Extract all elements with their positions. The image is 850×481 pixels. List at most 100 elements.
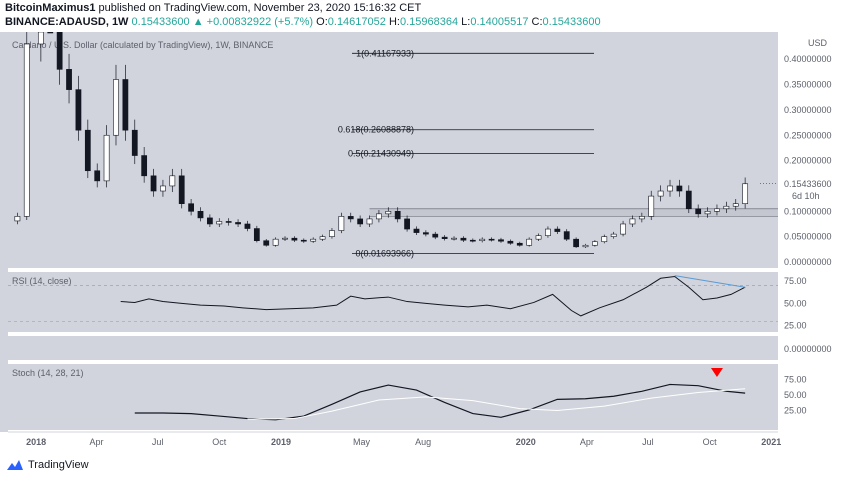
candle-body bbox=[685, 190, 692, 210]
time-axis-tick: 2018 bbox=[26, 437, 46, 447]
candle-body bbox=[366, 218, 373, 225]
candle-body bbox=[432, 233, 439, 238]
candle-body bbox=[14, 216, 21, 222]
time-axis-tick: 2021 bbox=[761, 437, 781, 447]
candle-body bbox=[376, 213, 382, 220]
candle-body bbox=[385, 211, 392, 215]
price-axis-tick: 0.35000000 bbox=[784, 80, 832, 90]
fib-level-label: 0.5(0.21430949) bbox=[348, 148, 414, 158]
candle-body bbox=[535, 235, 542, 240]
candle-body bbox=[282, 237, 288, 240]
high-value: 0.15968364 bbox=[399, 16, 459, 28]
candle-body bbox=[441, 236, 448, 239]
candle-body bbox=[197, 211, 204, 219]
candle-body bbox=[422, 232, 429, 235]
candle-body bbox=[695, 208, 702, 215]
stoch-pane bbox=[8, 364, 778, 430]
candle-body bbox=[676, 185, 683, 192]
stoch-axis-tick: 75.00 bbox=[784, 375, 807, 385]
candle-body bbox=[37, 32, 44, 45]
stoch-k-line bbox=[134, 383, 746, 421]
open-label: O: bbox=[316, 16, 328, 28]
candle-body bbox=[225, 221, 232, 223]
open-value: 0.14617052 bbox=[327, 16, 386, 28]
left-margin bbox=[0, 32, 8, 432]
price-unit-label: USD bbox=[808, 38, 828, 48]
candle-body bbox=[620, 223, 626, 235]
price-axis-tick: 0.05000000 bbox=[784, 232, 832, 242]
candle-body bbox=[103, 134, 110, 182]
candle-body bbox=[300, 239, 307, 242]
candle-body bbox=[329, 230, 335, 237]
candle-body bbox=[516, 242, 523, 246]
candle-body bbox=[131, 129, 138, 156]
price-change: +0.00832922 (+5.7%) bbox=[206, 16, 314, 28]
high-label: H: bbox=[388, 16, 400, 28]
candle-body bbox=[291, 237, 298, 241]
low-label: L: bbox=[461, 16, 471, 28]
candle-body bbox=[94, 170, 101, 182]
candle-body bbox=[732, 203, 739, 207]
stoch-axis-tick: 25.00 bbox=[784, 406, 807, 416]
fib-level-label: 0(0.01693966) bbox=[355, 248, 414, 258]
time-axis-tick: Apr bbox=[90, 437, 104, 447]
candle-body bbox=[75, 89, 82, 131]
footer-brand[interactable]: TradingView bbox=[28, 459, 89, 471]
time-axis-tick: Apr bbox=[580, 437, 594, 447]
last-price-badge bbox=[780, 176, 838, 201]
candle-body bbox=[310, 238, 317, 242]
candle-body bbox=[704, 211, 711, 215]
candle-body bbox=[526, 238, 533, 246]
candle-body bbox=[113, 79, 119, 136]
time-axis-tick: Oct bbox=[703, 437, 718, 447]
candle-body bbox=[216, 221, 223, 225]
up-arrow-icon: ▲ bbox=[192, 16, 204, 28]
candle-body bbox=[160, 185, 166, 192]
price-axis-tick: 0.10000000 bbox=[784, 206, 832, 216]
candle-body bbox=[244, 223, 251, 229]
candle-body bbox=[592, 241, 598, 246]
candle-body bbox=[413, 228, 420, 233]
candle-body bbox=[178, 175, 185, 204]
candle-body bbox=[714, 208, 720, 212]
empty-pane-tick: 0.00000000 bbox=[784, 344, 832, 354]
close-value: 0.15433600 bbox=[542, 16, 601, 28]
candle-body bbox=[573, 238, 579, 248]
price-axis-tick: 0.40000000 bbox=[784, 54, 832, 64]
countdown-label: 6d 10h bbox=[792, 191, 820, 201]
candle-body bbox=[648, 195, 655, 217]
price-axis-tick: 0.25000000 bbox=[784, 130, 832, 140]
published-text: published on TradingView.com, November 2… bbox=[98, 2, 422, 14]
candle-body bbox=[667, 185, 673, 192]
candle-body bbox=[150, 175, 157, 192]
rsi-axis-tick: 25.00 bbox=[784, 321, 807, 331]
price-axis-tick: 0.00000000 bbox=[784, 257, 832, 267]
candle-body bbox=[488, 238, 495, 241]
time-axis-tick: 2019 bbox=[271, 437, 291, 447]
fib-level-label: 1(0.41167933) bbox=[356, 48, 414, 58]
candle-body bbox=[23, 43, 30, 217]
sell-signal-arrow-icon bbox=[710, 368, 723, 377]
candle-body bbox=[84, 129, 91, 172]
candle-body bbox=[207, 217, 213, 225]
candle-body bbox=[253, 228, 260, 242]
author-name[interactable]: BitcoinMaximus1 bbox=[5, 2, 96, 14]
stoch-d-line bbox=[247, 388, 746, 420]
rsi-axis-tick: 50.00 bbox=[784, 298, 807, 308]
rsi-divergence-line bbox=[674, 275, 746, 288]
candle-body bbox=[319, 236, 326, 240]
publish-info: BitcoinMaximus1 published on TradingView… bbox=[5, 2, 421, 14]
stoch-axis-tick: 50.00 bbox=[784, 390, 807, 400]
price-axis-tick: 0.20000000 bbox=[784, 156, 832, 166]
last-price-label: 0.15433600 bbox=[784, 179, 832, 189]
chart-title: Cardano / U.S. Dollar (calculated by Tra… bbox=[12, 40, 273, 50]
close-label: C: bbox=[531, 16, 543, 28]
candle-body bbox=[479, 238, 486, 242]
chart-canvas[interactable]: 0.40000000 0.35000000 0.30000000 0.25000000… bbox=[0, 32, 850, 456]
last-price: 0.15433600 bbox=[131, 16, 190, 28]
footer: TradingView bbox=[6, 459, 89, 471]
candle-body bbox=[545, 228, 551, 236]
candle-body bbox=[66, 69, 72, 90]
candle-body bbox=[723, 205, 730, 210]
rsi-axis-tick: 75.00 bbox=[784, 276, 807, 286]
